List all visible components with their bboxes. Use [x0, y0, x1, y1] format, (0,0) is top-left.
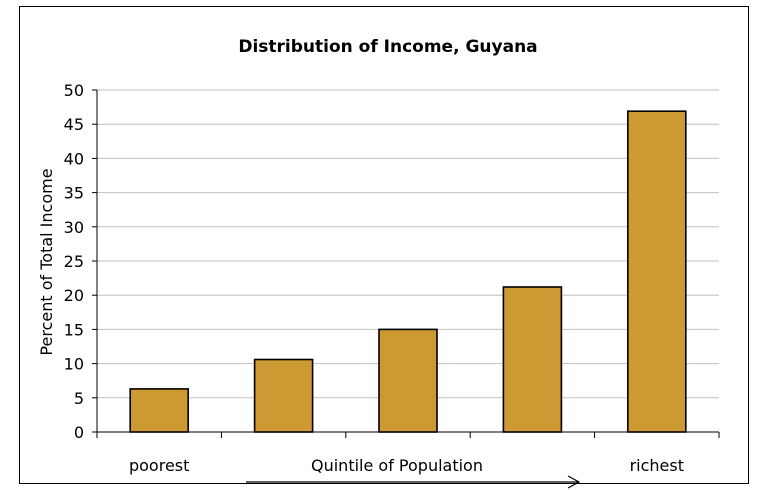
x-axis-title: Quintile of Population	[311, 456, 483, 475]
bar	[378, 328, 438, 433]
y-tick-label: 0	[74, 423, 84, 442]
y-tick-label: 10	[64, 355, 84, 374]
y-tick-label: 45	[64, 115, 84, 134]
y-tick-label: 20	[64, 286, 84, 305]
y-tick-label: 25	[64, 252, 84, 271]
x-tick-label: poorest	[129, 456, 189, 475]
y-tick-labels: 0 5 10 15 20 25 30 35 40 45 50	[64, 81, 84, 442]
y-tick-label: 40	[64, 149, 84, 168]
x-tick-labels: poorest richest	[129, 456, 684, 475]
bar	[502, 286, 563, 433]
y-axis-title: Percent of Total Income	[37, 168, 56, 355]
bar	[253, 358, 314, 433]
y-tick-label: 5	[74, 389, 84, 408]
y-tick-label: 35	[64, 184, 84, 203]
y-tick-label: 50	[64, 81, 84, 100]
x-tick-label: richest	[630, 456, 684, 475]
x-axis-arrow	[246, 475, 581, 489]
gridlines	[97, 89, 719, 399]
chart-title: Distribution of Income, Guyana	[238, 37, 537, 57]
bar	[129, 388, 189, 433]
y-tick-label: 30	[64, 218, 84, 237]
bar	[626, 110, 687, 433]
bars	[129, 110, 687, 433]
y-tick-label: 15	[64, 320, 84, 339]
axes	[92, 89, 720, 438]
